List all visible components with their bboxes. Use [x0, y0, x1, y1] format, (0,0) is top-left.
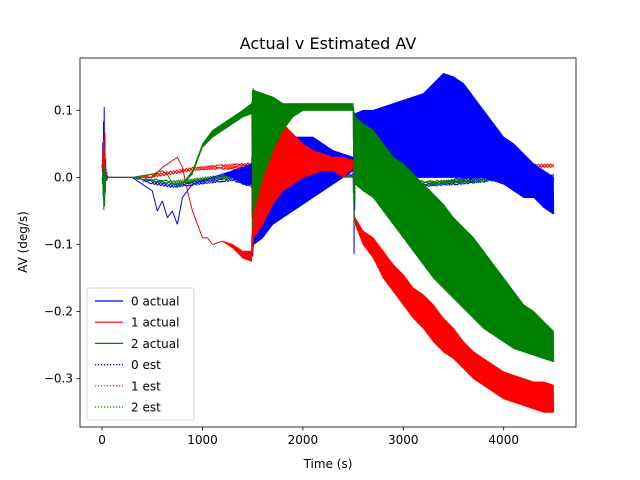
- plot-frame: [79, 57, 577, 428]
- legend-label: 1 actual: [131, 316, 179, 330]
- y-tick-label: −0.1: [44, 238, 73, 252]
- y-tick-label: 0.1: [54, 103, 73, 117]
- series-layer: [101, 73, 555, 413]
- y-axis-label: AV (deg/s): [16, 211, 30, 273]
- x-axis-label: Time (s): [303, 457, 353, 471]
- legend: 0 actual 1 actual 2 actual 0 est 1 est 2 est: [86, 287, 195, 421]
- x-tick-label: 0: [98, 433, 106, 447]
- legend-label: 0 est: [131, 358, 161, 372]
- legend-box: [86, 287, 195, 421]
- x-tick-label: 4000: [488, 433, 519, 447]
- y-tick-label: −0.3: [44, 372, 73, 386]
- y-tick-label: 0.0: [54, 170, 73, 184]
- legend-label: 2 actual: [131, 337, 179, 351]
- legend-label: 2 est: [131, 401, 161, 415]
- series-line-2-est: [101, 171, 555, 186]
- y-tick-label: −0.2: [44, 305, 73, 319]
- x-tick-label: 1000: [187, 433, 218, 447]
- ticks-layer: 0 1000 2000 3000 4000 0.1 0.0 −0.1 −0.2 −0.3: [44, 103, 519, 447]
- legend-label: 0 actual: [131, 295, 179, 309]
- chart-title: Actual v Estimated AV: [240, 34, 417, 53]
- x-tick-label: 3000: [388, 433, 419, 447]
- legend-label: 1 est: [131, 379, 161, 393]
- series-line-1-actual: [101, 93, 555, 413]
- x-tick-label: 2000: [288, 433, 319, 447]
- series-line-2-actual: [101, 88, 555, 363]
